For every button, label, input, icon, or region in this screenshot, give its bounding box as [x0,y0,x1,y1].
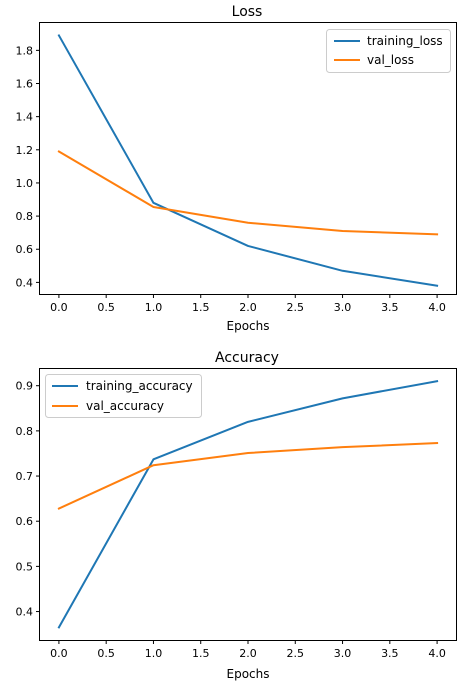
loss-x-tick-label: 1.5 [192,301,210,314]
accuracy-series-training-accuracy [57,380,439,629]
loss-plot-area [57,34,439,287]
accuracy-y-tick-label: 0.9 [16,380,34,393]
accuracy-x-tick-label: 3.0 [334,647,352,660]
loss-x-tick-label: 0.5 [97,301,115,314]
loss-x-tick-label: 3.5 [381,301,399,314]
loss-x-axis: 0.0 0.5 1.0 1.5 2.0 2.5 3.0 3.5 4.0 [50,294,446,314]
accuracy-y-tick-label: 0.5 [16,560,34,573]
loss-x-tick-label: 2.5 [287,301,305,314]
loss-x-axis-label: Epochs [227,319,270,333]
loss-legend: training_loss val_loss [326,29,451,73]
loss-y-axis: 0.4 0.6 0.8 1.0 1.2 1.4 1.6 1.8 [16,44,40,289]
accuracy-x-tick-label: 1.0 [145,647,163,660]
accuracy-x-tick-label: 4.0 [428,647,446,660]
accuracy-x-tick-label: 2.0 [239,647,257,660]
loss-y-tick-label: 1.2 [16,144,34,157]
accuracy-legend-label-val: val_accuracy [86,399,164,413]
loss-y-tick-label: 1.4 [16,111,34,124]
accuracy-y-tick-label: 0.7 [16,470,34,483]
accuracy-chart-title: Accuracy [215,350,279,366]
accuracy-x-tick-label: 1.5 [192,647,210,660]
accuracy-plot-area [57,380,439,629]
loss-y-tick-label: 1.0 [16,177,34,190]
accuracy-x-tick-label: 0.0 [50,647,68,660]
accuracy-chart: Accuracy 0.0 0.5 1.0 1.5 2.0 2.5 3.0 3.5 4.0 0.4… [16,350,457,681]
loss-x-tick-label: 2.0 [239,301,257,314]
loss-x-tick-label: 0.0 [50,301,68,314]
loss-x-tick-label: 3.0 [334,301,352,314]
accuracy-x-axis-label: Epochs [227,667,270,681]
loss-y-tick-label: 1.6 [16,77,34,90]
accuracy-x-tick-label: 0.5 [97,647,115,660]
loss-legend-label-val: val_loss [367,53,414,67]
accuracy-y-tick-label: 0.6 [16,515,34,528]
loss-legend-label-training: training_loss [367,34,443,48]
loss-y-tick-label: 0.8 [16,210,34,223]
accuracy-x-axis: 0.0 0.5 1.0 1.5 2.0 2.5 3.0 3.5 4.0 [50,640,446,660]
accuracy-y-tick-label: 0.4 [16,606,34,619]
accuracy-x-tick-label: 3.5 [381,647,399,660]
loss-chart: Loss 0.0 0.5 1.0 1.5 2.0 2.5 3.0 3.5 4.0 0.40.60… [16,4,457,333]
accuracy-legend-box [45,374,202,418]
accuracy-legend: training_accuracy val_accuracy [45,374,202,418]
loss-series-val-loss [57,150,439,236]
accuracy-series-val-accuracy [57,442,439,510]
accuracy-x-tick-label: 2.5 [287,647,305,660]
loss-y-tick-label: 0.4 [16,276,34,289]
accuracy-legend-label-training: training_accuracy [86,379,193,393]
loss-x-tick-label: 4.0 [428,301,446,314]
loss-y-tick-label: 1.8 [16,44,34,57]
loss-y-tick-label: 0.6 [16,243,34,256]
accuracy-y-axis: 0.4 0.5 0.6 0.7 0.8 0.9 [16,380,40,619]
loss-series-training-loss [57,34,439,287]
accuracy-y-tick-label: 0.8 [16,425,34,438]
loss-chart-title: Loss [232,4,263,20]
loss-x-tick-label: 1.0 [145,301,163,314]
